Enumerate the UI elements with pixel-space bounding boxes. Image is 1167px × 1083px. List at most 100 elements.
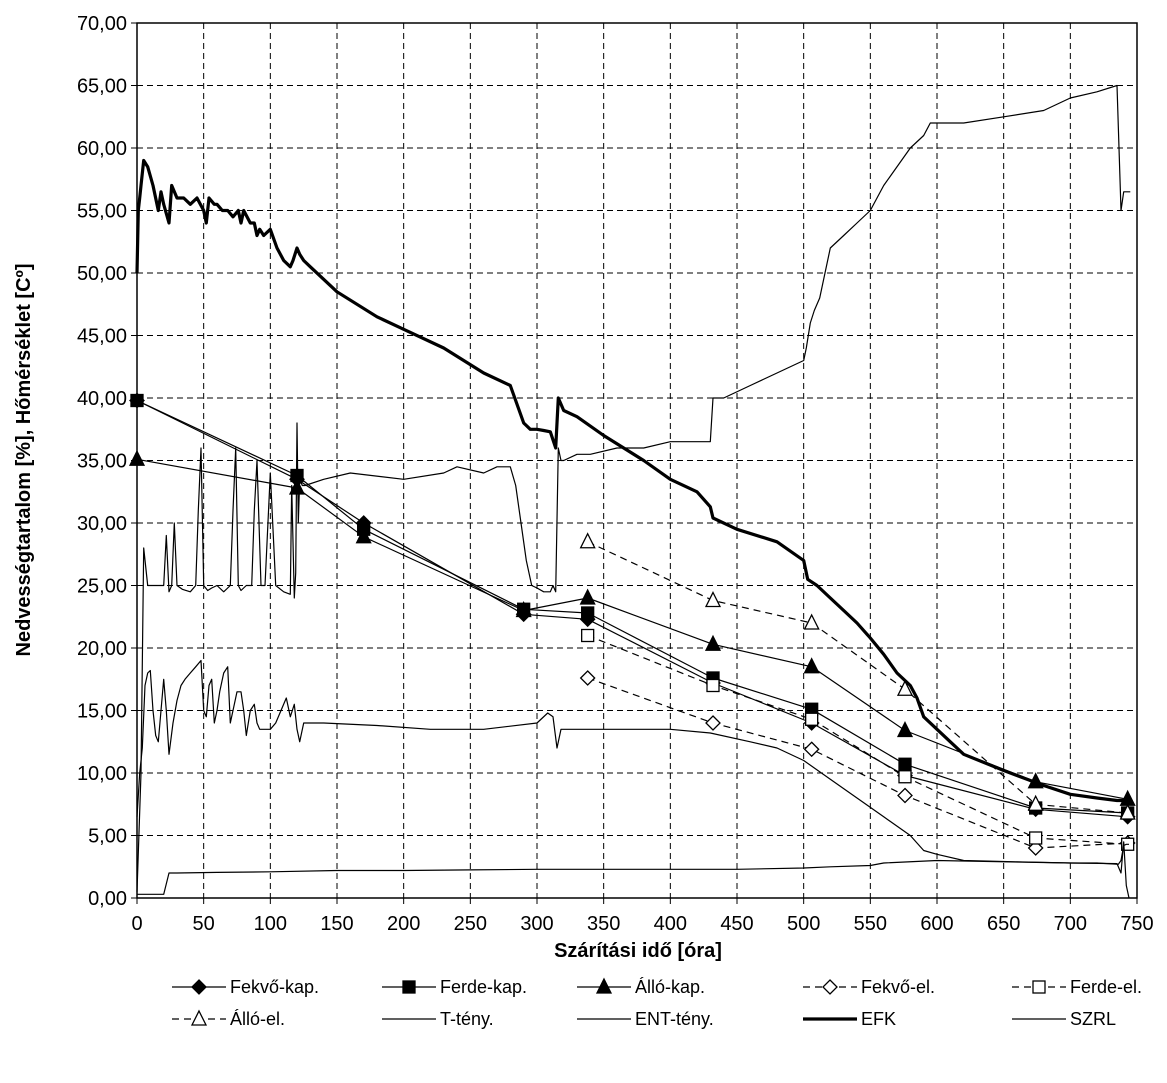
legend-item-ferde-kap: Ferde-kap.: [382, 977, 527, 997]
x-tick-label: 550: [854, 913, 887, 935]
x-tick-label: 500: [787, 913, 820, 935]
x-tick-label: 350: [587, 913, 620, 935]
legend-marker: [595, 977, 613, 994]
legend-marker: [191, 979, 207, 995]
legend-label: EFK: [861, 1009, 896, 1029]
legend-label: Fekvő-kap.: [230, 977, 319, 997]
y-tick-label: 50,00: [77, 263, 127, 285]
x-tick-label: 0: [131, 913, 142, 935]
data-point: [805, 712, 819, 726]
series-ferde-kap: [130, 393, 1135, 820]
series-line-t-teny: [136, 84, 1131, 892]
data-point: [128, 449, 146, 466]
y-tick-label: 55,00: [77, 201, 127, 223]
data-point: [896, 679, 914, 696]
data-point: [898, 757, 912, 771]
data-point: [1119, 803, 1136, 820]
x-tick-label: 750: [1120, 913, 1153, 935]
series-layer: [128, 84, 1136, 899]
legend-item-ferde-el: Ferde-el.: [1012, 977, 1142, 997]
y-tick-label: 10,00: [77, 763, 127, 785]
y-tick-label: 45,00: [77, 326, 127, 348]
x-tick-label: 450: [720, 913, 753, 935]
y-tick-label: 70,00: [77, 13, 127, 35]
legend-label: Álló-el.: [230, 1009, 285, 1029]
series-line-allo-kap: [136, 458, 1128, 800]
legend-marker: [822, 979, 838, 995]
y-tick-label: 60,00: [77, 138, 127, 160]
data-point: [803, 657, 820, 674]
x-axis-title: Szárítási idő [óra]: [554, 940, 722, 962]
data-point: [896, 721, 914, 738]
x-tick-label: 400: [654, 913, 687, 935]
series-allo-el: [579, 532, 1136, 820]
legend-item-fekvo-el: Fekvő-el.: [803, 977, 935, 997]
series-ferde-el: [581, 628, 1135, 851]
data-point: [581, 628, 595, 643]
legend-label: Ferde-kap.: [440, 977, 527, 997]
x-tick-label: 650: [987, 913, 1020, 935]
series-line-ferde-kap: [136, 399, 1128, 814]
data-point: [803, 613, 820, 630]
legend-item-allo-el: Álló-el.: [172, 1009, 285, 1029]
data-point: [897, 787, 913, 804]
series-line-ent-teny: [136, 659, 1129, 865]
y-axis-title: Nedvességtartalom [%], Hőmérséklet [Cº]: [13, 264, 35, 657]
data-point: [705, 715, 721, 731]
x-tick-label: 200: [387, 913, 420, 935]
data-point: [1027, 794, 1044, 811]
x-tick-label: 700: [1054, 913, 1087, 935]
series-line-allo-el: [587, 541, 1128, 814]
legend-marker: [402, 980, 416, 994]
legend-marker: [190, 1009, 208, 1026]
data-point: [579, 588, 596, 605]
x-tick-label: 300: [520, 913, 553, 935]
data-point: [355, 527, 372, 544]
legend-label: ENT-tény.: [635, 1009, 714, 1029]
axes: [131, 22, 1138, 904]
legend-label: T-tény.: [440, 1009, 494, 1029]
grid: [137, 23, 1137, 898]
legend-item-efk: EFK: [803, 1009, 896, 1029]
series-szrl: [137, 841, 1130, 899]
x-tick-label: 150: [320, 913, 353, 935]
data-point: [579, 670, 596, 686]
series-line-fekvo-el: [587, 677, 1128, 849]
data-point: [706, 678, 720, 693]
series-line-ferde-el: [587, 634, 1128, 845]
legend: Fekvő-kap. Ferde-kap. Álló-kap. Fekvő-el. Fe…: [172, 977, 1142, 1029]
legend-item-ent-teny: ENT-tény.: [577, 1009, 714, 1029]
series-allo-kap: [128, 449, 1136, 806]
legend-marker: [1032, 980, 1046, 994]
x-tick-label: 100: [254, 913, 287, 935]
y-tick-label: 20,00: [77, 638, 127, 660]
y-tick-label: 25,00: [77, 576, 127, 598]
tick-labels: 0 50 100 150 200 250 300 350 400 450 500 550 600 650 7…: [77, 13, 1154, 935]
series-line-fekvo-kap: [136, 399, 1128, 818]
legend-item-t-teny: T-tény.: [382, 1009, 494, 1029]
y-tick-label: 0,00: [88, 888, 127, 910]
y-tick-label: 30,00: [77, 513, 127, 535]
x-tick-label: 50: [193, 913, 215, 935]
legend-item-fekvo-kap: Fekvő-kap.: [172, 977, 319, 997]
series-fekvo-el: [579, 670, 1136, 856]
data-point: [579, 532, 596, 549]
y-tick-label: 40,00: [77, 388, 127, 410]
data-point: [515, 601, 532, 618]
legend-label: SZRL: [1070, 1009, 1116, 1029]
legend-item-szrl: SZRL: [1012, 1009, 1116, 1029]
x-tick-label: 250: [454, 913, 487, 935]
y-tick-label: 5,00: [88, 826, 127, 848]
y-tick-label: 15,00: [77, 701, 127, 723]
legend-label: Ferde-el.: [1070, 977, 1142, 997]
series-line-efk: [135, 158, 1124, 803]
data-point: [1029, 831, 1043, 845]
y-tick-label: 35,00: [77, 451, 127, 473]
data-point: [581, 606, 595, 620]
series-efk: [135, 158, 1124, 803]
data-point: [898, 770, 912, 784]
legend-label: Álló-kap.: [635, 977, 705, 997]
legend-item-allo-kap: Álló-kap.: [577, 977, 705, 997]
x-tick-label: 600: [920, 913, 953, 935]
